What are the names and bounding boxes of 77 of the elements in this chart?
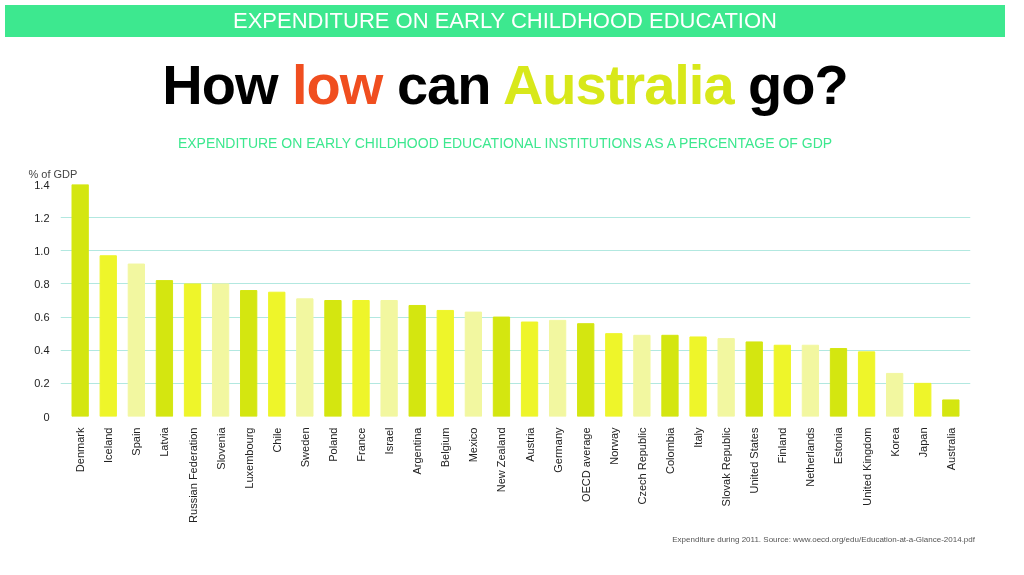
x-tick-label: Sweden (298, 427, 311, 468)
y-tick-label: 0 (43, 410, 50, 423)
x-tick-label: Australia (944, 426, 957, 471)
y-tick-label: 1.2 (34, 211, 50, 224)
x-tick-label: Chile (270, 427, 283, 453)
bar (942, 399, 960, 417)
y-tick-label: 1.0 (34, 244, 50, 257)
bar (577, 323, 595, 417)
x-tick-label: Colombia (663, 426, 676, 474)
bar (408, 304, 426, 417)
x-tick-label: OECD average (579, 427, 592, 503)
chart-subtitle: EXPENDITURE ON EARLY CHILDHOOD EDUCATIONAL INSTITUTIONS AS A PERCENTAGE OF GDP (176, 134, 834, 153)
bar (633, 334, 651, 417)
bar (745, 341, 763, 417)
y-tick-label: 1.4 (34, 178, 50, 191)
bar (717, 338, 735, 417)
text: EXPENDITURE ON EARLY CHILDHOOD EDUCATION (5, 5, 1005, 37)
x-tick-label: Czech Republic (635, 427, 648, 505)
bar (520, 321, 539, 417)
x-tick-label: Norway (607, 427, 620, 465)
x-tick-label: Israel (383, 427, 396, 455)
bar (661, 334, 679, 417)
x-tick-label: Latvia (158, 426, 171, 457)
bar (886, 372, 904, 417)
bar (183, 283, 202, 417)
bar (71, 184, 89, 417)
bar (380, 300, 398, 417)
bar (211, 283, 230, 417)
x-tick-label: Poland (326, 427, 339, 462)
x-tick-label: Finland (776, 427, 789, 464)
bar (914, 382, 932, 417)
y-tick-label: 0.2 (34, 377, 50, 390)
bar (352, 300, 370, 417)
bar (324, 300, 342, 417)
x-tick-label: Iceland (102, 427, 115, 463)
bar (548, 319, 567, 417)
x-tick-label: Mexico (467, 427, 480, 463)
x-tick-label: Netherlands (804, 427, 817, 487)
bar (268, 291, 286, 417)
bar (436, 309, 454, 417)
x-tick-label: Austria (523, 426, 536, 462)
x-tick-label: New Zealand (495, 427, 508, 493)
bar (464, 311, 483, 417)
bar (296, 298, 314, 417)
chart-title: How low can Australia go? (162, 53, 848, 116)
text: Expenditure during 2011. Source: www.oecd.org/edu/Education-at-a-Glance-2014.pdf (671, 534, 975, 546)
bar (801, 344, 820, 417)
bar (689, 336, 707, 417)
y-axis-title: % of GDP (28, 167, 78, 180)
x-tick-label: Japan (916, 427, 929, 458)
bar (829, 348, 848, 417)
y-tick-label: 0.4 (34, 344, 50, 357)
x-tick-label: Slovak Republic (720, 427, 733, 507)
x-tick-label: Estonia (832, 426, 845, 465)
x-tick-label: Spain (130, 427, 143, 456)
bar (857, 351, 876, 417)
bar (492, 316, 511, 417)
bar (99, 255, 117, 417)
x-tick-label: Belgium (439, 427, 452, 468)
x-tick-label: Germany (551, 427, 564, 473)
x-tick-label: Slovenia (214, 426, 227, 470)
x-tick-label: France (355, 427, 368, 462)
x-tick-label: United States (748, 427, 761, 494)
x-tick-label: Luxembourg (242, 427, 255, 489)
x-tick-label: Denmark (74, 427, 87, 473)
y-tick-label: 0.6 (34, 311, 50, 324)
bar (155, 280, 174, 417)
x-tick-label: Korea (888, 426, 901, 457)
bar (240, 290, 258, 417)
x-tick-label: Argentina (411, 426, 424, 475)
x-tick-label: Russian Federation (186, 427, 199, 523)
bar (127, 263, 145, 417)
x-tick-label: United Kingdom (860, 427, 873, 506)
x-tick-label: Italy (692, 427, 705, 448)
bar (605, 333, 623, 417)
y-tick-label: 0.8 (34, 277, 50, 290)
bar (773, 344, 791, 417)
